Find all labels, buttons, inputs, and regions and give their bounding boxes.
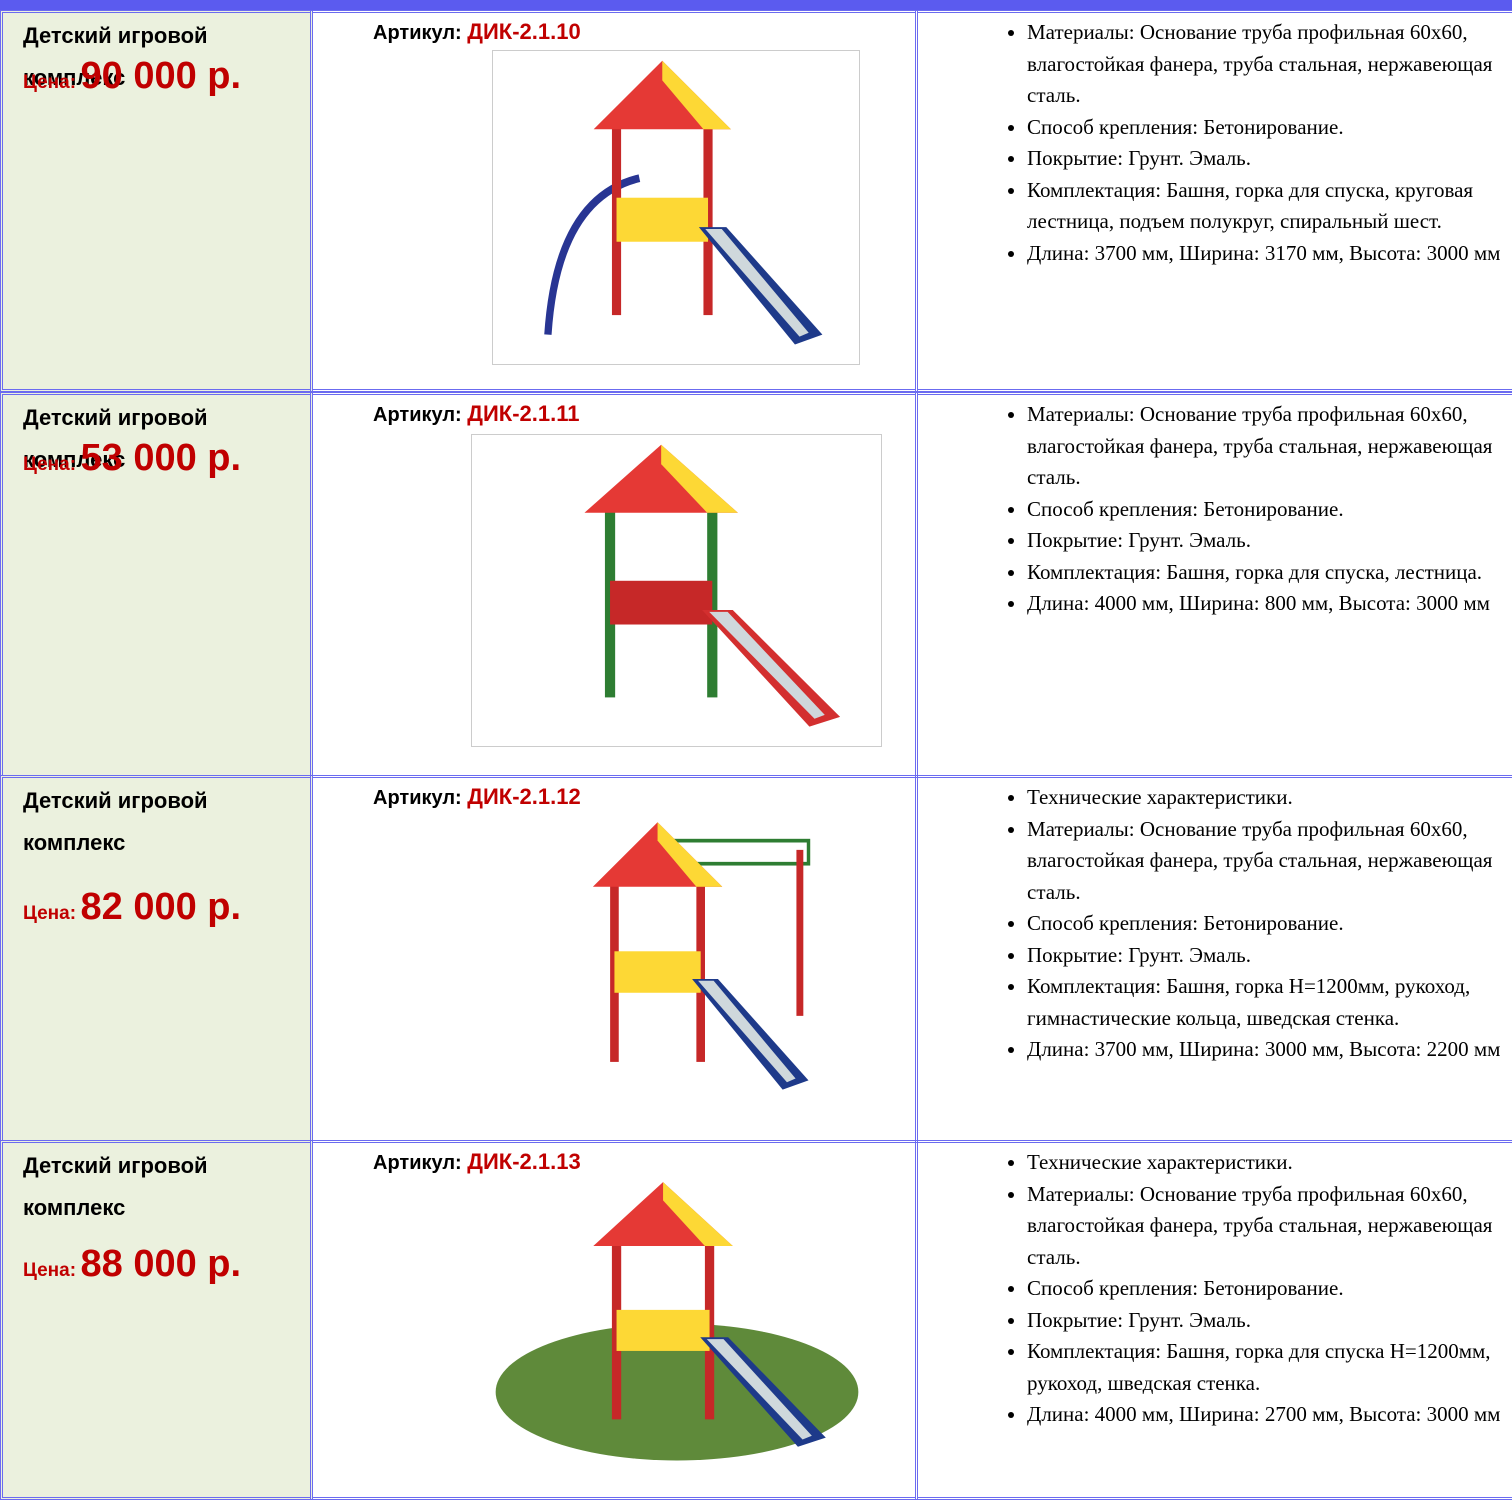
illustration-part bbox=[614, 951, 701, 993]
specs-list: Технические характеристики.Материалы: Ос… bbox=[918, 1143, 1512, 1431]
price-value: 53 000 р. bbox=[80, 437, 242, 479]
table-row: Детский игровой комплекс Цена: 82 000 р. А… bbox=[0, 775, 1512, 1143]
specs-cell: Материалы: Основание труба профильная 60… bbox=[915, 10, 1512, 392]
table-row: Детский игровой комплекс Цена: 53 000 р. А… bbox=[0, 392, 1512, 778]
spec-item: Способ крепления: Бетонирование. bbox=[1027, 908, 1512, 940]
name-cell: Детский игровой комплекс Цена: 90 000 р. bbox=[0, 10, 313, 392]
price: Цена: 88 000 р. bbox=[23, 1243, 310, 1286]
spec-item: Длина: 3700 мм, Ширина: 3000 мм, Высота:… bbox=[1027, 1034, 1512, 1066]
price-value: 88 000 р. bbox=[80, 1243, 242, 1285]
illustration-part bbox=[662, 60, 731, 130]
illustration-part bbox=[704, 1236, 715, 1420]
spec-item: Материалы: Основание труба профильная 60… bbox=[1027, 1179, 1512, 1274]
spec-item: Комплектация: Башня, горка для спуска Н=… bbox=[1027, 1336, 1512, 1399]
illustration-part bbox=[698, 980, 796, 1083]
article-label: Артикул: bbox=[373, 787, 462, 809]
article: Артикул: ДИК-2.1.11 bbox=[373, 401, 580, 427]
product-name: Детский игровой комплекс bbox=[23, 788, 208, 855]
illustration-part bbox=[616, 197, 709, 242]
price-label: Цена: bbox=[23, 903, 77, 924]
article-value: ДИК-2.1.12 bbox=[467, 784, 581, 809]
article-label: Артикул: bbox=[373, 22, 462, 44]
spec-item: Материалы: Основание труба профильная 60… bbox=[1027, 814, 1512, 909]
article: Артикул: ДИК-2.1.13 bbox=[373, 1149, 581, 1175]
illustration-part bbox=[657, 822, 723, 887]
product-image bbox=[492, 50, 860, 365]
spec-item: Комплектация: Башня, горка для спуска, к… bbox=[1027, 175, 1512, 238]
product-image bbox=[471, 434, 882, 747]
image-cell: Артикул: ДИК-2.1.10 bbox=[310, 10, 918, 392]
illustration-part bbox=[661, 444, 738, 513]
spec-item: Материалы: Основание труба профильная 60… bbox=[1027, 17, 1512, 112]
illustration-part bbox=[616, 1309, 710, 1351]
article-label: Артикул: bbox=[373, 404, 462, 426]
spec-item: Покрытие: Грунт. Эмаль. bbox=[1027, 940, 1512, 972]
specs-list: Технические характеристики.Материалы: Ос… bbox=[918, 778, 1512, 1066]
specs-cell: Технические характеристики.Материалы: Ос… bbox=[915, 775, 1512, 1143]
price: Цена: 82 000 р. bbox=[23, 886, 310, 929]
name-cell: Детский игровой комплекс Цена: 53 000 р. bbox=[0, 392, 313, 778]
spec-item: Длина: 4000 мм, Ширина: 800 мм, Высота: … bbox=[1027, 588, 1512, 620]
price: Цена: 53 000 р. bbox=[23, 437, 310, 480]
article-value: ДИК-2.1.13 bbox=[467, 1149, 581, 1174]
article-value: ДИК-2.1.10 bbox=[467, 19, 581, 44]
illustration-part bbox=[604, 503, 616, 698]
table-row: Детский игровой комплекс Цена: 88 000 р. А… bbox=[0, 1140, 1512, 1500]
specs-list: Материалы: Основание труба профильная 60… bbox=[918, 395, 1512, 620]
price-label: Цена: bbox=[23, 72, 77, 93]
article-value: ДИК-2.1.11 bbox=[467, 401, 580, 426]
illustration-part bbox=[610, 580, 713, 625]
price-value: 90 000 р. bbox=[80, 55, 242, 97]
illustration-part bbox=[495, 1323, 859, 1461]
image-cell: Артикул: ДИК-2.1.11 bbox=[310, 392, 918, 778]
specs-cell: Материалы: Основание труба профильная 60… bbox=[915, 392, 1512, 778]
product-name: Детский игровой комплекс bbox=[23, 405, 208, 472]
name-cell: Детский игровой комплекс Цена: 88 000 р. bbox=[0, 1140, 313, 1500]
illustration-part bbox=[705, 229, 809, 337]
name-cell: Детский игровой комплекс Цена: 82 000 р. bbox=[0, 775, 313, 1143]
table-row: Детский игровой комплекс Цена: 90 000 р. А… bbox=[0, 10, 1512, 392]
price-label: Цена: bbox=[23, 1260, 77, 1281]
illustration-part bbox=[706, 1339, 812, 1440]
spec-item: Длина: 3700 мм, Ширина: 3170 мм, Высота:… bbox=[1027, 238, 1512, 270]
image-cell: Артикул: ДИК-2.1.13 bbox=[310, 1140, 918, 1500]
header-bar bbox=[0, 0, 1512, 10]
spec-item: Комплектация: Башня, горка для спуска, л… bbox=[1027, 557, 1512, 589]
spec-item: Комплектация: Башня, горка Н=1200мм, рук… bbox=[1027, 971, 1512, 1034]
product-name: Детский игровой комплекс bbox=[23, 23, 208, 90]
illustration-part bbox=[703, 119, 713, 316]
spec-item: Технические характеристики. bbox=[1027, 1147, 1512, 1179]
price: Цена: 90 000 р. bbox=[23, 55, 310, 98]
product-image bbox=[495, 1182, 859, 1461]
article: Артикул: ДИК-2.1.12 bbox=[373, 784, 581, 810]
illustration-part bbox=[709, 611, 825, 719]
product-image bbox=[592, 822, 811, 1090]
spec-item: Способ крепления: Бетонирование. bbox=[1027, 494, 1512, 526]
image-cell: Артикул: ДИК-2.1.12 bbox=[310, 775, 918, 1143]
product-name: Детский игровой комплекс bbox=[23, 1153, 208, 1220]
spec-item: Длина: 4000 мм, Ширина: 2700 мм, Высота:… bbox=[1027, 1399, 1512, 1431]
price-value: 82 000 р. bbox=[80, 886, 242, 928]
specs-cell: Технические характеристики.Материалы: Ос… bbox=[915, 1140, 1512, 1500]
spec-item: Технические характеристики. bbox=[1027, 782, 1512, 814]
spec-item: Материалы: Основание труба профильная 60… bbox=[1027, 399, 1512, 494]
spec-item: Покрытие: Грунт. Эмаль. bbox=[1027, 1305, 1512, 1337]
spec-item: Покрытие: Грунт. Эмаль. bbox=[1027, 143, 1512, 175]
article-label: Артикул: bbox=[373, 1152, 462, 1174]
spec-item: Способ крепления: Бетонирование. bbox=[1027, 112, 1512, 144]
specs-list: Материалы: Основание труба профильная 60… bbox=[918, 13, 1512, 269]
price-label: Цена: bbox=[23, 454, 77, 475]
spec-item: Покрытие: Грунт. Эмаль. bbox=[1027, 525, 1512, 557]
article: Артикул: ДИК-2.1.10 bbox=[373, 19, 581, 45]
spec-item: Способ крепления: Бетонирование. bbox=[1027, 1273, 1512, 1305]
illustration-part bbox=[663, 1182, 733, 1246]
